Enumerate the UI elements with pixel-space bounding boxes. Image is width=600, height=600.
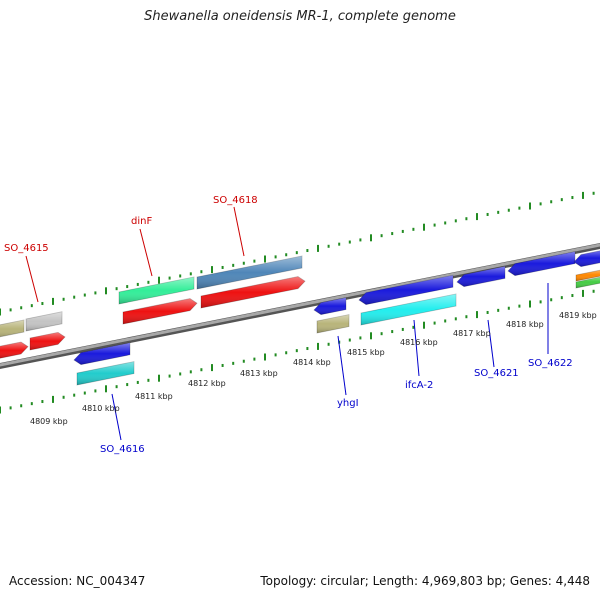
gene-label-so4621[interactable]: SO_4621 (474, 368, 519, 379)
map-title: Shewanella oneidensis MR-1, complete gen… (144, 9, 456, 24)
gene-feature-dinf-green-shade (119, 277, 194, 304)
gene-feature-so4621-blue-shade (457, 266, 505, 287)
gene-feature-green-edge-shade (576, 277, 600, 288)
gene-feature-blue-edge-shade (574, 250, 600, 267)
gene-feature-blue-small-shade (314, 297, 346, 315)
inner-tick-track (0, 289, 595, 414)
gene-feature-orange-edge-shade (576, 270, 600, 281)
tick-label-4810: 4810 kbp (82, 404, 120, 413)
tick-label-4819: 4819 kbp (559, 311, 597, 320)
gene-feature-forward-red-3-shade (123, 298, 197, 324)
tick-label-4813: 4813 kbp (240, 369, 278, 378)
gene-feature-so4616-blue-shade (74, 342, 130, 365)
gene-label-ifca2[interactable]: ifcA-2 (405, 380, 433, 391)
outer-tick-track (0, 191, 595, 316)
gene-label-yhgi[interactable]: yhgI (337, 398, 359, 409)
gene-label-dinf[interactable]: dinF (131, 216, 152, 227)
gene-feature-ifca2-cyan-shade (361, 294, 456, 325)
genome-backbone-highlight (0, 243, 600, 367)
accession-text: Accession: NC_004347 (9, 574, 146, 588)
leader-so4618 (233, 206, 245, 257)
gene-feature-ifca2-blue-shade (359, 275, 453, 305)
gene-feature-forward-red-1-shade (0, 342, 28, 359)
gene-features (0, 250, 600, 386)
gene-feature-so4618-steelblue-shade (197, 256, 302, 289)
tick-label-4811: 4811 kbp (135, 392, 173, 401)
leader-ifca2 (413, 319, 420, 377)
gene-feature-forward-red-2-shade (30, 332, 65, 350)
leader-so4621 (487, 319, 495, 368)
gene-feature-so4622-blue-shade (508, 251, 575, 276)
tick-label-4817: 4817 kbp (453, 329, 491, 338)
gene-label-so4618[interactable]: SO_4618 (213, 195, 258, 206)
gene-label-so4616[interactable]: SO_4616 (100, 444, 145, 455)
leader-yhgi (337, 335, 347, 396)
tick-label-4818: 4818 kbp (506, 320, 544, 329)
gene-feature-yhgi-olive-shade (317, 314, 349, 333)
tick-label-4814: 4814 kbp (293, 358, 331, 367)
leader-so4616 (111, 393, 122, 441)
gene-label-so4622[interactable]: SO_4622 (528, 358, 573, 369)
tick-label-4816: 4816 kbp (400, 338, 438, 347)
gene-feature-olive-left-shade (0, 320, 24, 337)
gene-feature-gray-left-shade (26, 311, 62, 331)
gene-label-so4615[interactable]: SO_4615 (4, 243, 49, 254)
genome-stats-text: Topology: circular; Length: 4,969,803 bp… (260, 574, 590, 588)
leader-so4615 (25, 255, 39, 303)
gene-feature-forward-red-4-shade (201, 276, 305, 308)
leader-dinf (139, 228, 153, 277)
tick-label-4815: 4815 kbp (347, 348, 385, 357)
gene-feature-so4616-cyan-shade (77, 361, 134, 385)
tick-label-4809: 4809 kbp (30, 417, 68, 426)
tick-label-4812: 4812 kbp (188, 379, 226, 388)
